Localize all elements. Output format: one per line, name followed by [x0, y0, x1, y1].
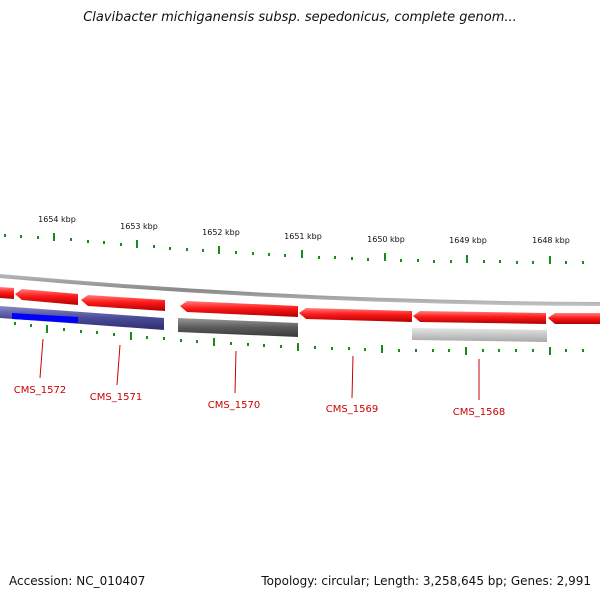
gene-arrow[interactable]: [81, 295, 165, 311]
reverse-strand-genes: [0, 306, 547, 342]
scale-label: 1650 kbp: [367, 235, 405, 244]
scale-label: 1654 kbp: [38, 215, 76, 224]
gene-arrow[interactable]: [0, 287, 14, 299]
gene-label[interactable]: CMS_1569: [326, 404, 378, 415]
scale-label: 1648 kbp: [532, 236, 570, 245]
gene-arrow[interactable]: [180, 301, 298, 317]
inner-tick-ring: [14, 322, 584, 355]
gene-label[interactable]: CMS_1568: [453, 407, 505, 418]
gene-block[interactable]: [412, 328, 547, 342]
gene-block[interactable]: [0, 306, 164, 330]
scale-label: 1649 kbp: [449, 236, 487, 245]
leader-line: [39, 338, 44, 379]
gene-leader-lines: [39, 338, 480, 400]
gene-arrow[interactable]: [413, 311, 546, 324]
accession-text: Accession: NC_010407: [9, 574, 146, 588]
genome-backbone: [0, 274, 600, 306]
scale-label: 1652 kbp: [202, 228, 240, 237]
forward-strand-genes: [0, 287, 600, 324]
gene-label[interactable]: CMS_1571: [90, 392, 142, 403]
genome-summary-text: Topology: circular; Length: 3,258,645 bp…: [261, 574, 591, 588]
gene-arrow[interactable]: [15, 289, 78, 305]
gene-highlight[interactable]: [12, 313, 78, 323]
map-title: Clavibacter michiganensis subsp. sepedon…: [83, 10, 517, 25]
leader-line: [116, 344, 121, 386]
scale-labels: 1654 kbp 1653 kbp 1652 kbp 1651 kbp 1650…: [38, 215, 570, 245]
gene-label[interactable]: CMS_1572: [14, 385, 66, 396]
outer-tick-ring: [4, 233, 584, 264]
gene-arrow[interactable]: [548, 313, 600, 324]
gene-labels: CMS_1572 CMS_1571 CMS_1570 CMS_1569 CMS_…: [14, 385, 505, 418]
leader-line: [234, 350, 237, 394]
scale-label: 1651 kbp: [284, 232, 322, 241]
scale-label: 1653 kbp: [120, 222, 158, 231]
gene-arrow[interactable]: [299, 308, 412, 322]
gene-label[interactable]: CMS_1570: [208, 400, 260, 411]
gene-block[interactable]: [178, 318, 298, 337]
leader-line: [351, 355, 354, 399]
